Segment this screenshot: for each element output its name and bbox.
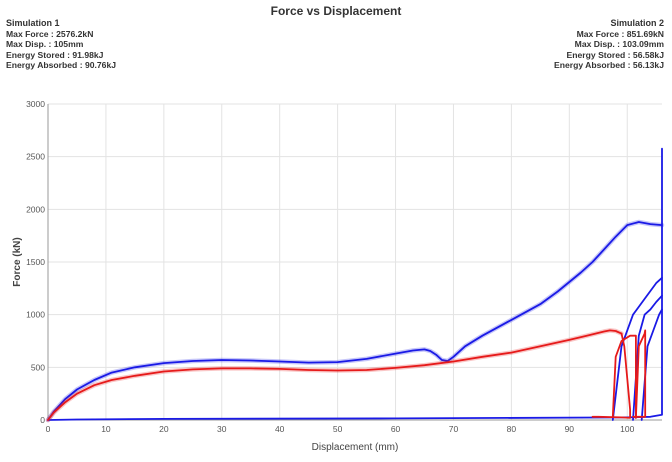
series-line-simulation-1 [47,221,663,421]
x-tick-label: 30 [217,424,227,434]
series-line-simulation-2 [47,329,623,421]
y-tick-label: 1000 [26,310,45,320]
y-tick-label: 2000 [26,204,45,214]
y-tick-label: 500 [31,362,45,372]
x-tick-label: 10 [101,424,111,434]
unloading-line-simulation-2 [632,329,647,419]
y-tick-label: 2500 [26,152,45,162]
legend-simulation-1: Simulation 1 Max Force : 2576.2kN Max Di… [6,18,116,71]
unloading-line-simulation-1 [611,276,663,421]
x-tick-label: 20 [159,424,169,434]
y-tick-label: 1500 [26,257,45,267]
x-tick-label: 60 [391,424,401,434]
x-tick-label: 100 [620,424,634,434]
sim1-energy-absorbed: Energy Absorbed : 90.76kJ [6,60,117,71]
x-tick-label: 90 [565,424,575,434]
sim2-energy-absorbed: Energy Absorbed : 56.13kJ [553,60,664,71]
y-axis-label: Force (kN) [12,237,23,286]
sim2-max-disp: Max Disp. : 103.09mm [574,39,664,50]
sim1-energy-stored: Energy Stored : 91.98kJ [6,49,104,60]
series-name-simulation-2: Simulation 2 [610,18,664,28]
legend-simulation-2: Simulation 2 Max Force : 851.69kN Max Di… [554,18,664,71]
chart-title: Force vs Displacement [270,4,402,18]
x-tick-label: 0 [46,424,51,434]
unloading-line-simulation-2 [591,332,631,419]
sim2-max-force: Max Force : 851.69kN [576,28,664,39]
x-axis-label: Displacement (mm) [312,442,399,453]
unloading-line-simulation-2 [611,334,637,419]
sim2-energy-stored: Energy Stored : 56.58kJ [566,49,664,60]
x-tick-label: 40 [275,424,285,434]
x-tick-label: 70 [449,424,459,434]
y-tick-label: 0 [40,415,45,425]
y-tick-label: 3000 [26,99,45,109]
series-name-simulation-1: Simulation 1 [6,18,60,28]
sim1-max-disp: Max Disp. : 105mm [6,39,84,50]
series-line-halo-simulation-1 [45,219,665,423]
x-tick-label: 80 [507,424,517,434]
x-tick-label: 50 [333,424,343,434]
sim1-max-force: Max Force : 2576.2kN [6,28,94,39]
